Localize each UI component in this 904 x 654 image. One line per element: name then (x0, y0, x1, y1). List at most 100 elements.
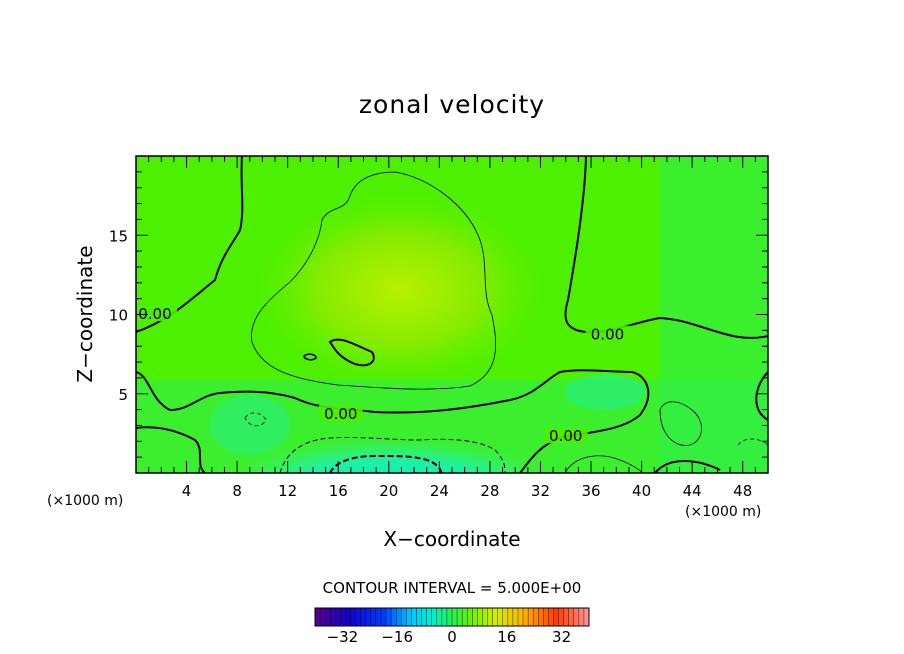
colorbar-tick-label: 0 (447, 628, 457, 646)
colorbar-cell (482, 608, 488, 626)
contour-label-bg (585, 325, 630, 342)
colorbar-cell (401, 608, 407, 626)
colorbar-frame (314, 607, 590, 627)
y-tick-label: 15 (109, 227, 128, 245)
colorbar-cell (386, 608, 392, 626)
colorbar-cell (441, 608, 448, 626)
positive-contour-right (659, 401, 702, 446)
colorbar-cell (533, 608, 539, 626)
y-axis-label: Z−coordinate (73, 245, 97, 382)
x-tick-label: 8 (232, 482, 242, 500)
core-inner-contour (328, 338, 375, 367)
colorbar-cell (320, 608, 326, 626)
x-tick-label: 48 (733, 482, 752, 500)
x-tick-label: 32 (531, 482, 550, 500)
field-left-patch (210, 395, 290, 455)
colorbar-cell (502, 608, 509, 626)
field-jet-core (250, 190, 550, 390)
colorbar-cell (512, 608, 519, 626)
contour-labels: 0.00 0.00 0.00 0.00 (136, 305, 630, 445)
colorbar-cell (523, 608, 529, 626)
colorbar-cell (350, 608, 356, 626)
colorbar-tick-label: 32 (552, 628, 571, 646)
contour-label-bg (318, 404, 363, 421)
colorbar-cell (360, 608, 367, 626)
x-tick-label: 4 (182, 482, 192, 500)
negative-contour-surface (279, 436, 506, 473)
colorbar-cell (436, 608, 443, 626)
core-small-contour (303, 353, 317, 361)
colorbar-cell (421, 608, 427, 626)
colorbar-cell (335, 608, 341, 626)
x-tick-label: 36 (581, 482, 600, 500)
positive-contour-jet (251, 171, 496, 390)
y-tick-label: 10 (109, 307, 128, 325)
colorbar-cell (492, 608, 498, 626)
x-tick-label: 20 (379, 482, 398, 500)
colorbar-cell (380, 608, 387, 626)
contour-label: 0.00 (591, 326, 624, 344)
colorbar-cell (370, 608, 377, 626)
y-tick-label: 5 (118, 386, 128, 404)
colorbar-cell (406, 608, 412, 626)
colorbar-cell (497, 608, 504, 626)
colorbar-cell (426, 608, 433, 626)
zero-contour-right-edge (755, 371, 768, 421)
colorbar-cell (578, 608, 585, 626)
colorbar-cell (553, 608, 559, 626)
negative-contour-right (737, 438, 768, 446)
colorbar-tick-label: −16 (381, 628, 413, 646)
colorbar-cell (548, 608, 554, 626)
colorbar: −32 −16 0 16 32 (314, 607, 590, 646)
x-units-left: (×1000 m) (47, 493, 123, 509)
colorbar-cell (396, 608, 402, 626)
contour-label: 0.00 (549, 427, 582, 445)
colorbar-cell (528, 608, 534, 626)
colorbar-cell (583, 608, 590, 626)
colorbar-cell (487, 608, 493, 626)
colorbar-cell (355, 608, 361, 626)
colorbar-cell (517, 608, 524, 626)
colorbar-cell (325, 608, 331, 626)
colorbar-cell (467, 608, 473, 626)
x-tick-label: 12 (278, 482, 297, 500)
zero-contour-lower (136, 369, 650, 473)
colorbar-cell (573, 608, 580, 626)
colorbar-cell (568, 608, 575, 626)
chart-title: zonal velocity (359, 90, 545, 119)
colorbar-cell (538, 608, 544, 626)
x-tick-label: 24 (430, 482, 449, 500)
contour-interval-label: CONTOUR INTERVAL = 5.000E+00 (323, 579, 582, 597)
field-right-patch (565, 374, 645, 410)
colorbar-cell (375, 608, 382, 626)
velocity-field: 0.00 0.00 0.00 0.00 (136, 156, 768, 473)
colorbar-cell (340, 608, 346, 626)
colorbar-cell (507, 608, 514, 626)
zero-contour-bottom-left (136, 426, 206, 473)
colorbar-cell (477, 608, 483, 626)
colorbar-cell (446, 608, 453, 626)
contour-label-bg (136, 305, 177, 322)
colorbar-cell (431, 608, 438, 626)
colorbar-cell (543, 608, 549, 626)
x-tick-label: 16 (329, 482, 348, 500)
contour-label: 0.00 (324, 405, 357, 423)
colorbar-cell (452, 608, 458, 626)
positive-contour-bottom-right (564, 455, 643, 473)
colorbar-tick-label: −32 (327, 628, 359, 646)
x-tick-label: 28 (480, 482, 499, 500)
colorbar-cell (411, 608, 417, 626)
contour-label: 0.00 (138, 305, 171, 323)
colorbar-cell (457, 608, 463, 626)
x-tick-label: 44 (683, 482, 702, 500)
x-units-right: (×1000 m) (685, 504, 761, 520)
field-surface-minimum (250, 430, 530, 473)
colorbar-tick-label: 16 (497, 628, 516, 646)
colorbar-cell (462, 608, 468, 626)
colorbar-cell (558, 608, 564, 626)
colorbar-cell (315, 608, 321, 626)
colorbar-cell (391, 608, 397, 626)
x-tick-label: 40 (632, 482, 651, 500)
colorbar-cell (345, 608, 351, 626)
